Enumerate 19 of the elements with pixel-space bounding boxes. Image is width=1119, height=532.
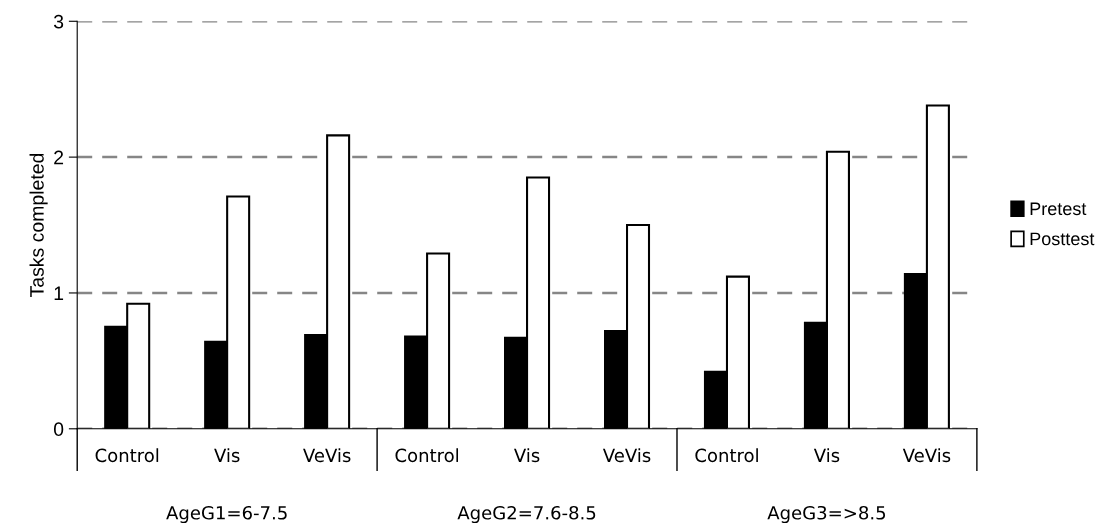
text: AgeG1=6-7.5 (166, 505, 287, 524)
y-axis-title: Tasks completed (29, 153, 48, 297)
x-tick-label: VeVis (303, 448, 351, 463)
y-tick-label: 0 (53, 422, 64, 437)
legend-label: Posttest (1030, 232, 1095, 246)
x-tick-label: Control (695, 448, 758, 463)
y-tick-label: 2 (54, 150, 64, 165)
x-tick-label: Vis (214, 448, 240, 463)
text: AgeG3=>8.5 (767, 505, 886, 524)
x-tick-label: VeVis (602, 448, 651, 463)
text: AgeG2=7.6-8.5 (457, 505, 596, 524)
legend-label: Pretest (1030, 202, 1087, 216)
x-tick-label: Control (95, 448, 159, 463)
x-tick-label: Vis (813, 448, 840, 463)
y-tick-label: 1 (54, 286, 64, 300)
x-tick-label: Control (395, 448, 459, 463)
x-tick-label: VeVis (902, 448, 951, 463)
x-tick-label: Vis (514, 448, 540, 463)
y-tick-label: 3 (53, 14, 64, 29)
